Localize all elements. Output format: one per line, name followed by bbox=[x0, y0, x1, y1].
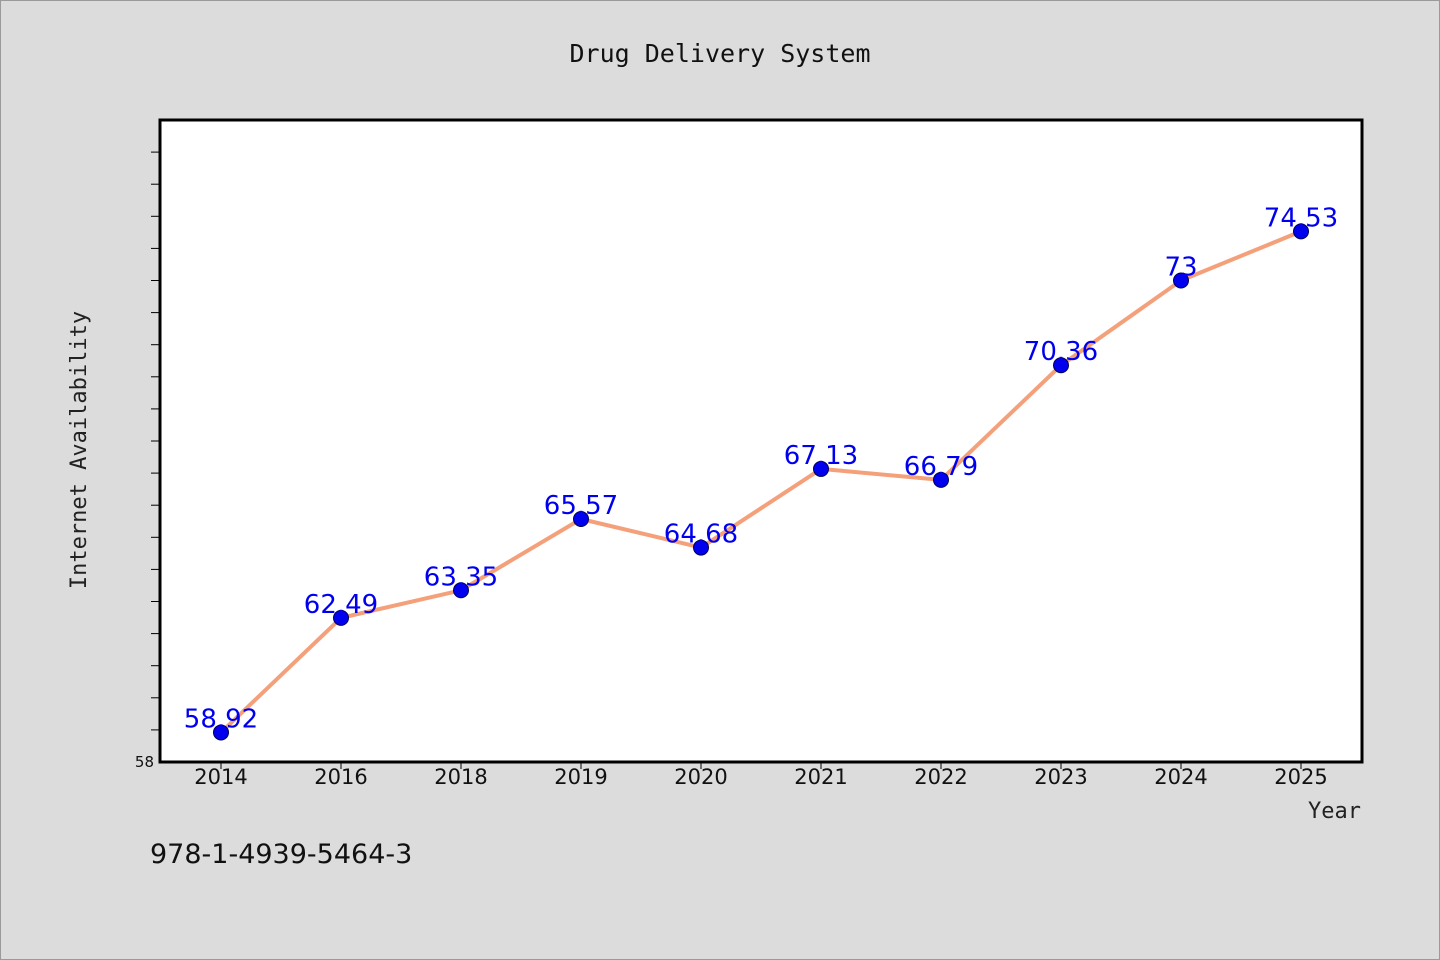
x-tick-label: 2024 bbox=[1154, 765, 1207, 789]
x-tick-label: 2019 bbox=[554, 765, 607, 789]
plot-area bbox=[158, 118, 1364, 764]
data-point bbox=[1293, 223, 1309, 240]
data-point bbox=[573, 511, 589, 528]
data-label: 64.68 bbox=[664, 520, 738, 550]
x-axis-ticks bbox=[220, 762, 1302, 769]
x-tick-label: 2022 bbox=[914, 765, 967, 789]
data-label: 67.13 bbox=[784, 441, 858, 471]
x-tick-label: 2016 bbox=[314, 765, 367, 789]
chart-title: Drug Delivery System bbox=[569, 39, 870, 68]
y-axis-ticks bbox=[151, 151, 160, 731]
data-point bbox=[693, 539, 709, 556]
x-tick-labels: 2014 2016 2018 2019 2020 2021 2022 2023 2024 2025 bbox=[194, 765, 1327, 789]
data-label: 66.79 bbox=[904, 452, 978, 482]
data-label: 74.53 bbox=[1264, 203, 1338, 233]
x-tick-label: 2014 bbox=[194, 765, 247, 789]
data-label: 58.92 bbox=[184, 704, 258, 734]
data-label: 63.35 bbox=[424, 562, 498, 592]
data-point bbox=[453, 582, 469, 599]
data-point bbox=[213, 724, 229, 741]
x-tick-label: 2018 bbox=[434, 765, 487, 789]
x-tick-label: 2025 bbox=[1274, 765, 1327, 789]
data-label: 73 bbox=[1164, 253, 1197, 283]
data-markers bbox=[213, 223, 1309, 741]
data-label: 65.57 bbox=[544, 491, 618, 521]
data-label: 70.36 bbox=[1024, 337, 1098, 367]
series-line bbox=[219, 229, 1303, 735]
x-tick-label: 2021 bbox=[794, 765, 847, 789]
footnote-isbn: 978-1-4939-5464-3 bbox=[150, 839, 412, 870]
data-point bbox=[1053, 357, 1069, 374]
data-point bbox=[933, 471, 949, 488]
data-labels: 58.92 62.49 63.35 65.57 64.68 67.13 66.79 70.36… bbox=[184, 203, 1338, 734]
data-label: 62.49 bbox=[304, 590, 378, 620]
data-point bbox=[1173, 272, 1189, 289]
x-tick-label: 2023 bbox=[1034, 765, 1087, 789]
x-tick-label: 2020 bbox=[674, 765, 727, 789]
y-axis-label: Internet Availability bbox=[67, 311, 92, 589]
y-tick-label: 58 bbox=[135, 753, 154, 771]
x-axis-label: Year bbox=[1308, 799, 1361, 824]
data-point bbox=[333, 609, 349, 626]
data-point bbox=[813, 460, 829, 477]
